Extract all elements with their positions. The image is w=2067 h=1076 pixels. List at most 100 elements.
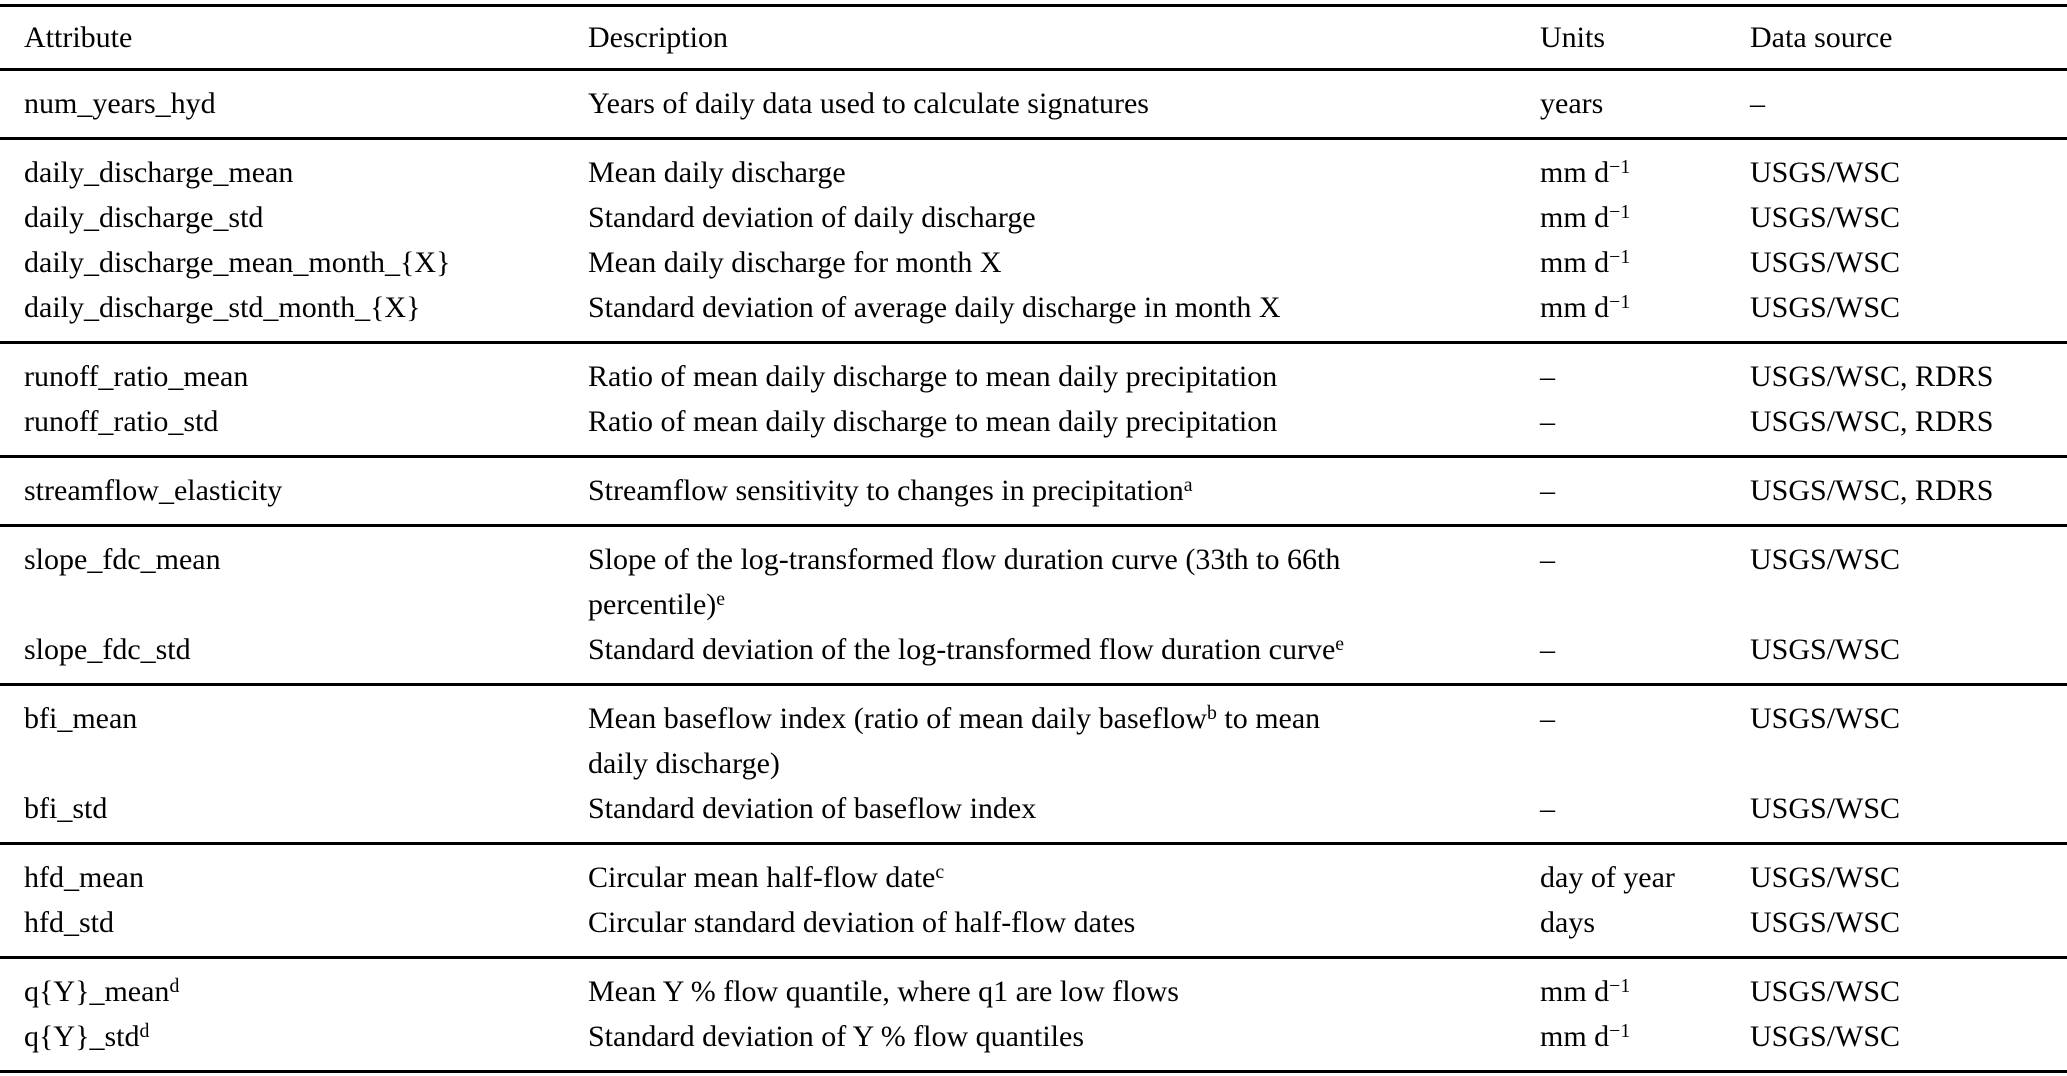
attribute-cell: daily_discharge_std xyxy=(24,201,264,234)
description-cell: Mean baseflow index (ratio of mean daily… xyxy=(588,702,1321,780)
table-row: q{Y}_meand Mean Y % flow quantile, where … xyxy=(0,969,2067,1014)
attribute-cell: daily_discharge_mean xyxy=(24,156,294,189)
description-cell: Standard deviation of baseflow index xyxy=(588,792,1037,825)
column-header-units: Units xyxy=(1540,21,1606,54)
row-group: daily_discharge_mean Mean daily discharge… xyxy=(0,140,2067,341)
attribute-cell: hfd_std xyxy=(24,906,114,939)
description-cell: Mean Y % flow quantile, where q1 are low… xyxy=(588,975,1179,1008)
data-source-cell: USGS/WSC xyxy=(1750,201,1901,234)
data-source-cell: USGS/WSC xyxy=(1750,861,1901,894)
units-cell: mm d−1 xyxy=(1540,156,1631,189)
attribute-cell: slope_fdc_mean xyxy=(24,543,221,576)
description-cell: Ratio of mean daily discharge to mean da… xyxy=(588,360,1278,393)
units-cell: – xyxy=(1540,360,1555,393)
attribute-cell: q{Y}_stdd xyxy=(24,1020,150,1053)
row-group: slope_fdc_mean Slope of the log-transform… xyxy=(0,527,2067,683)
attribute-cell: daily_discharge_std_month_{X} xyxy=(24,291,421,324)
units-cell: mm d−1 xyxy=(1540,975,1631,1008)
data-source-cell: USGS/WSC xyxy=(1750,792,1901,825)
description-cell: Streamflow sensitivity to changes in pre… xyxy=(588,474,1193,507)
row-group: hfd_mean Circular mean half-flow datec day… xyxy=(0,845,2067,956)
data-source-cell: USGS/WSC xyxy=(1750,156,1901,189)
table-row: daily_discharge_std_month_{X} Standard de… xyxy=(0,285,2067,330)
horizontal-rule xyxy=(0,683,2067,686)
description-cell: Ratio of mean daily discharge to mean da… xyxy=(588,405,1278,438)
table-row: bfi_std Standard deviation of baseflow in… xyxy=(0,786,2067,831)
data-source-cell: USGS/WSC xyxy=(1750,906,1901,939)
data-source-cell: USGS/WSC xyxy=(1750,246,1901,279)
units-cell: – xyxy=(1540,702,1555,735)
description-cell: Slope of the log-transformed flow durati… xyxy=(588,543,1341,621)
description-cell: Standard deviation of the log-transforme… xyxy=(588,633,1345,666)
row-group: runoff_ratio_mean Ratio of mean daily dis… xyxy=(0,344,2067,455)
attribute-cell: num_years_hyd xyxy=(24,87,216,120)
header-rule xyxy=(0,68,2067,71)
table-row: runoff_ratio_mean Ratio of mean daily dis… xyxy=(0,354,2067,399)
units-cell: – xyxy=(1540,543,1555,576)
attribute-cell: daily_discharge_mean_month_{X} xyxy=(24,246,451,279)
description-cell: Standard deviation of daily discharge xyxy=(588,201,1036,234)
data-source-cell: USGS/WSC xyxy=(1750,1020,1901,1053)
table-row: num_years_hyd Years of daily data used to… xyxy=(0,81,2067,126)
row-group: bfi_mean Mean baseflow index (ratio of me… xyxy=(0,686,2067,842)
column-header-data-source: Data source xyxy=(1750,21,1893,54)
column-header-description: Description xyxy=(588,21,728,54)
table-row: streamflow_elasticity Streamflow sensitiv… xyxy=(0,468,2067,513)
attribute-cell: hfd_mean xyxy=(24,861,144,894)
description-cell: Years of daily data used to calculate si… xyxy=(588,87,1149,120)
row-group: num_years_hyd Years of daily data used to… xyxy=(0,71,2067,137)
description-cell: Standard deviation of Y % flow quantiles xyxy=(588,1020,1084,1053)
data-source-cell: USGS/WSC, RDRS xyxy=(1750,360,1994,393)
description-cell: Circular mean half-flow datec xyxy=(588,861,945,894)
table-row: bfi_mean Mean baseflow index (ratio of me… xyxy=(0,696,2067,786)
data-source-cell: USGS/WSC xyxy=(1750,633,1901,666)
horizontal-rule xyxy=(0,137,2067,140)
table-body: num_years_hyd Years of daily data used to… xyxy=(0,71,2067,1073)
data-source-cell: USGS/WSC, RDRS xyxy=(1750,474,1994,507)
data-source-cell: USGS/WSC, RDRS xyxy=(1750,405,1994,438)
attribute-cell: bfi_mean xyxy=(24,702,138,735)
units-cell: – xyxy=(1540,792,1555,825)
table-row: slope_fdc_std Standard deviation of the l… xyxy=(0,627,2067,672)
table-row: daily_discharge_mean_month_{X} Mean daily… xyxy=(0,240,2067,285)
table-row: hfd_mean Circular mean half-flow datec day… xyxy=(0,855,2067,900)
attribute-cell: runoff_ratio_mean xyxy=(24,360,249,393)
column-header-attribute: Attribute xyxy=(24,21,133,54)
description-cell: Mean daily discharge xyxy=(588,156,846,189)
data-source-cell: USGS/WSC xyxy=(1750,975,1901,1008)
table-row: runoff_ratio_std Ratio of mean daily disc… xyxy=(0,399,2067,444)
units-cell: day of year xyxy=(1540,861,1675,894)
attribute-cell: q{Y}_meand xyxy=(24,975,180,1008)
description-cell: Circular standard deviation of half-flow… xyxy=(588,906,1136,939)
description-cell: Mean daily discharge for month X xyxy=(588,246,1002,279)
units-cell: years xyxy=(1540,87,1604,120)
data-source-cell: USGS/WSC xyxy=(1750,291,1901,324)
table-row: q{Y}_stdd Standard deviation of Y % flow … xyxy=(0,1014,2067,1059)
units-cell: mm d−1 xyxy=(1540,201,1631,234)
attribute-cell: bfi_std xyxy=(24,792,108,825)
row-group: streamflow_elasticity Streamflow sensitiv… xyxy=(0,458,2067,524)
attribute-cell: runoff_ratio_std xyxy=(24,405,219,438)
horizontal-rule xyxy=(0,524,2067,527)
data-source-cell: USGS/WSC xyxy=(1750,543,1901,576)
attribute-cell: streamflow_elasticity xyxy=(24,474,283,507)
row-group: q{Y}_meand Mean Y % flow quantile, where … xyxy=(0,959,2067,1070)
units-cell: – xyxy=(1540,474,1555,507)
horizontal-rule xyxy=(0,956,2067,959)
table-row: daily_discharge_std Standard deviation of… xyxy=(0,195,2067,240)
table-row: daily_discharge_mean Mean daily discharge… xyxy=(0,150,2067,195)
units-cell: mm d−1 xyxy=(1540,291,1631,324)
units-cell: mm d−1 xyxy=(1540,1020,1631,1053)
description-cell: Standard deviation of average daily disc… xyxy=(588,291,1281,324)
units-cell: days xyxy=(1540,906,1595,939)
units-cell: mm d−1 xyxy=(1540,246,1631,279)
table-row: hfd_std Circular standard deviation of ha… xyxy=(0,900,2067,945)
data-source-cell: USGS/WSC xyxy=(1750,702,1901,735)
horizontal-rule xyxy=(0,455,2067,458)
units-cell: – xyxy=(1540,405,1555,438)
table-header-row: Attribute Description Units Data source xyxy=(0,7,2067,68)
horizontal-rule xyxy=(0,1070,2067,1073)
table-row: slope_fdc_mean Slope of the log-transform… xyxy=(0,537,2067,627)
data-source-cell: – xyxy=(1750,87,1765,120)
